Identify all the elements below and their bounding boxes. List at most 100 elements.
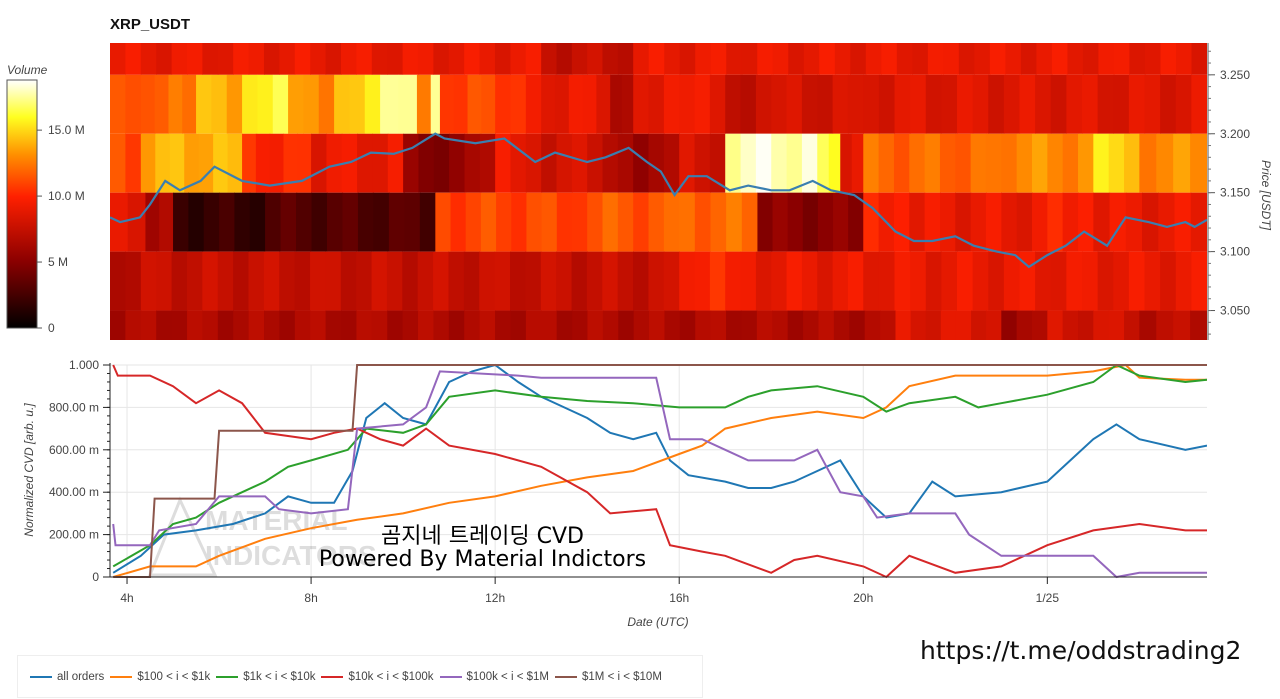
legend-item[interactable]: $1k < i < $10k xyxy=(216,671,315,683)
heatmap-cell xyxy=(1191,43,1207,75)
watermark-line2: Powered By Material Indictors xyxy=(318,547,647,572)
heatmap-cell xyxy=(1160,74,1177,134)
heatmap-cell xyxy=(819,43,836,75)
heatmap-cell xyxy=(740,133,757,193)
heatmap-cell xyxy=(248,43,265,75)
heatmap-cell xyxy=(602,310,619,340)
heatmap-cell xyxy=(187,310,204,340)
heatmap-cell xyxy=(249,192,266,252)
heatmap-cell xyxy=(279,43,296,75)
heatmap-cell xyxy=(596,74,611,134)
price-axis-label: Price [USDT] xyxy=(1259,160,1273,231)
heatmap-cell xyxy=(196,74,212,134)
heatmap-cell xyxy=(648,74,665,134)
heatmap-cell xyxy=(140,74,156,134)
heatmap-cell xyxy=(371,251,388,311)
cvd-axes: 0 200.00 m 400.00 m 600.00 m 800.00 m 1.000 4h… xyxy=(22,358,1207,629)
heatmap-cell xyxy=(540,251,557,311)
heatmap-cell xyxy=(356,251,373,311)
heatmap-cell xyxy=(198,133,214,193)
heatmap-cell xyxy=(356,43,373,75)
heatmap-cell xyxy=(893,133,910,193)
heatmap-cell xyxy=(695,310,712,340)
heatmap-cell xyxy=(448,43,465,75)
heatmap-cell xyxy=(572,310,589,340)
heatmap-cell xyxy=(633,310,650,340)
legend-item[interactable]: $10k < i < $100k xyxy=(321,671,434,683)
legend-item[interactable]: $100k < i < $1M xyxy=(439,670,549,683)
heatmap-cell xyxy=(211,74,228,134)
heatmap-cell xyxy=(985,192,1002,252)
heatmap-cell xyxy=(213,133,229,193)
heatmap-cell xyxy=(156,43,173,75)
heatmap-cell xyxy=(219,192,235,252)
heatmap-cell xyxy=(571,43,588,75)
heatmap-cell xyxy=(663,133,680,193)
cvd-series-line xyxy=(112,364,1207,579)
heatmap-cell xyxy=(741,43,758,75)
heatmap-cell xyxy=(202,310,219,340)
legend-label: all orders xyxy=(57,670,105,683)
heatmap-cell xyxy=(648,192,665,252)
heatmap-cell xyxy=(372,133,389,193)
heatmap-cell xyxy=(587,310,604,340)
heatmap-cell xyxy=(402,251,419,311)
heatmap-cell xyxy=(1113,251,1130,311)
heatmap-cell xyxy=(679,251,696,311)
heatmap-cell xyxy=(1173,310,1191,340)
heatmap-cell xyxy=(233,251,250,311)
heatmap-cell xyxy=(494,43,511,75)
heatmap-cell xyxy=(694,133,711,193)
heatmap-cell xyxy=(1156,310,1174,340)
heatmap-cell xyxy=(525,74,542,134)
heatmap-cell xyxy=(771,74,788,134)
heatmap-cell xyxy=(1020,43,1038,75)
heatmap-cell xyxy=(648,251,665,311)
price-axis: 3.050 3.100 3.150 3.200 3.250 Price [USDT] xyxy=(1207,43,1273,340)
heatmap-cell xyxy=(582,74,597,134)
heatmap-cell xyxy=(802,192,819,252)
heatmap-cell xyxy=(110,43,126,75)
colorbar-tick-label: 15.0 M xyxy=(48,123,85,137)
heatmap-cell xyxy=(1082,251,1099,311)
heatmap-cell xyxy=(1113,43,1131,75)
heatmap-cell xyxy=(125,43,142,75)
heatmap-cell xyxy=(840,133,853,193)
heatmap-cell xyxy=(1129,43,1146,75)
heatmap-cell xyxy=(1139,133,1157,193)
heatmap-cell xyxy=(863,251,880,311)
heatmap-cell xyxy=(433,251,450,311)
heatmap-cell xyxy=(988,251,1005,311)
chart-title: XRP_USDT xyxy=(110,16,191,33)
heatmap-cell xyxy=(1144,43,1162,75)
heatmap-cell xyxy=(970,133,987,193)
heatmap-cell xyxy=(1005,43,1022,75)
heatmap-cell xyxy=(633,133,650,193)
heatmap-cell xyxy=(648,43,665,75)
heatmap-cell xyxy=(833,310,850,340)
legend-label: $100k < i < $1M xyxy=(466,670,549,683)
legend-swatch xyxy=(439,675,462,678)
heatmap-cell xyxy=(481,74,496,134)
legend-item[interactable]: all orders xyxy=(30,671,104,683)
price-tick-label: 3.150 xyxy=(1220,186,1250,200)
heatmap-cell xyxy=(448,310,465,340)
heatmap-cell xyxy=(757,43,774,75)
heatmap-cell xyxy=(388,192,405,252)
heatmap-cell xyxy=(1108,133,1125,193)
heatmap-cell xyxy=(1160,43,1177,75)
legend-item[interactable]: $100 < i < $1k xyxy=(110,671,210,683)
heatmap-cell xyxy=(772,310,789,340)
heatmap-cell xyxy=(433,133,450,193)
telegram-link[interactable]: https://t.me/oddstrading2 xyxy=(920,636,1242,665)
material-indicators-logo: MATERIAL INDICATORS xyxy=(147,496,377,577)
legend-item[interactable]: $1M < i < $10M xyxy=(555,671,662,683)
heatmap-cell xyxy=(453,74,469,134)
heatmap-cell xyxy=(617,133,634,193)
heatmap-cell xyxy=(464,133,481,193)
heatmap-cell xyxy=(894,251,911,311)
heatmap-cell xyxy=(156,310,173,340)
legend-label: $100 < i < $1k xyxy=(137,670,211,683)
heatmap-cell xyxy=(1158,192,1176,252)
